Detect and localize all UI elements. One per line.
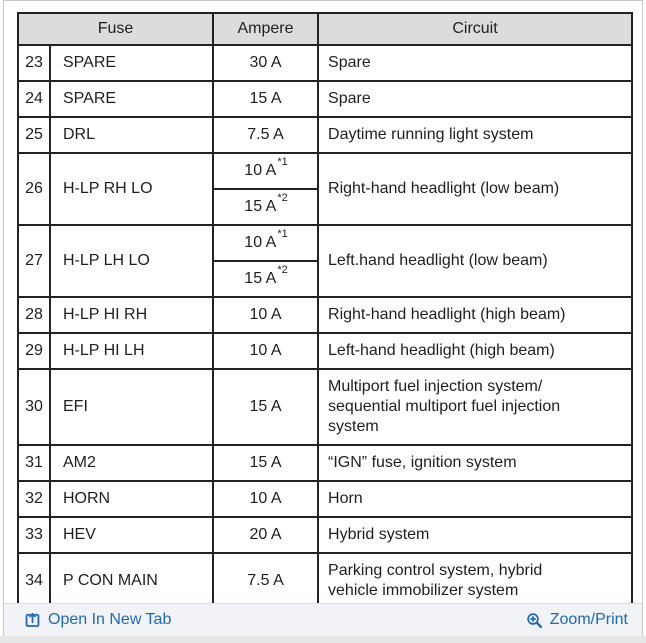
ampere-cell: 15 A: [212, 368, 320, 446]
fuse-number-cell: 30: [17, 368, 51, 446]
fuse-name-cell: SPARE: [48, 44, 215, 82]
table-subrow: 15 A*2: [18, 260, 632, 298]
fuse-number-cell: 28: [17, 296, 51, 334]
footer-bar: Open In New Tab Zoom/Print: [4, 603, 642, 636]
open-in-new-tab-icon: [24, 612, 41, 629]
table-content-area: Fuse Ampere Circuit 23 SPARE 30 A Spare 24 SP…: [4, 1, 642, 603]
table-row: 32 HORN 10 A Horn: [17, 480, 634, 518]
ampere-note: *2: [277, 191, 288, 204]
fuse-name-cell: H-LP LH LO: [48, 224, 215, 298]
fuse-number-cell: 25: [17, 116, 51, 154]
ampere-cell: 10 A: [212, 296, 320, 334]
fuse-name-cell: H-LP HI RH: [48, 296, 215, 334]
column-header-circuit: Circuit: [317, 12, 634, 46]
table-row: 33 HEV 20 A Hybrid system: [17, 516, 634, 554]
fuse-name-cell: H-LP HI LH: [48, 332, 215, 370]
ampere-note: *2: [277, 263, 288, 276]
fuse-number-cell: 32: [17, 480, 51, 518]
circuit-cell: Spare: [317, 44, 634, 82]
circuit-cell: Left.hand headlight (low beam): [317, 224, 634, 298]
ampere-cell: 10 A: [212, 332, 320, 370]
open-in-new-tab-link[interactable]: Open In New Tab: [24, 611, 171, 629]
ampere-cell: 15 A*2: [212, 260, 320, 298]
ampere-cell: 10 A: [212, 480, 320, 518]
table-row: 24 SPARE 15 A Spare: [17, 80, 634, 118]
table-row: 30 EFI 15 A Multiport fuel injection system…: [17, 368, 634, 446]
fuse-name-cell: H-LP RH LO: [48, 152, 215, 226]
ampere-cell: 7.5 A: [212, 552, 320, 603]
table-row: 26 H-LP RH LO 10 A*1 Right-hand headlight (…: [17, 152, 634, 226]
circuit-cell: Horn: [317, 480, 634, 518]
zoom-print-label: Zoom/Print: [549, 611, 628, 628]
fuse-table: Fuse Ampere Circuit 23 SPARE 30 A Spare 24 SP…: [16, 12, 634, 603]
table-row: 31 AM2 15 A “IGN” fuse, ignition system: [17, 444, 634, 482]
circuit-cell: “IGN” fuse, ignition system: [317, 444, 634, 482]
fuse-number-cell: 24: [17, 80, 51, 118]
ampere-cell: 15 A: [212, 80, 320, 118]
fuse-number-cell: 27: [17, 224, 51, 298]
column-header-ampere: Ampere: [212, 12, 320, 46]
circuit-cell: Multiport fuel injection system/ sequent…: [317, 368, 634, 446]
fuse-number-cell: 26: [17, 152, 51, 226]
ampere-cell: 20 A: [212, 516, 320, 554]
table-row: 34 P CON MAIN 7.5 A Parking control system,…: [17, 552, 634, 603]
fuse-name-cell: EFI: [48, 368, 215, 446]
ampere-cell: 15 A: [212, 444, 320, 482]
circuit-cell: Spare: [317, 80, 634, 118]
circuit-cell: Hybrid system: [317, 516, 634, 554]
table-row: 28 H-LP HI RH 10 A Right-hand headlight (hi…: [17, 296, 634, 334]
viewer-frame: Fuse Ampere Circuit 23 SPARE 30 A Spare 24 SP…: [3, 0, 643, 637]
circuit-cell: Right-hand headlight (high beam): [317, 296, 634, 334]
fuse-name-cell: P CON MAIN: [48, 552, 215, 603]
ampere-note: *1: [277, 227, 288, 240]
table-header-row: Fuse Ampere Circuit: [16, 12, 634, 46]
fuse-number-cell: 29: [17, 332, 51, 370]
circuit-cell: Right-hand headlight (low beam): [317, 152, 634, 226]
fuse-number-cell: 31: [17, 444, 51, 482]
open-in-new-tab-label: Open In New Tab: [48, 611, 172, 628]
table-row: 27 H-LP LH LO 10 A*1 Left.hand headlight (l…: [17, 224, 634, 298]
table-row: 29 H-LP HI LH 10 A Left-hand headlight (hig…: [17, 332, 634, 370]
fuse-number-cell: 34: [17, 552, 51, 603]
fuse-name-cell: AM2: [48, 444, 215, 482]
zoom-print-link[interactable]: Zoom/Print: [526, 611, 628, 629]
fuse-name-cell: DRL: [48, 116, 215, 154]
fuse-name-cell: HEV: [48, 516, 215, 554]
column-header-fuse: Fuse: [16, 12, 215, 46]
ampere-cell: 15 A*2: [212, 188, 320, 226]
fuse-number-cell: 23: [17, 44, 51, 82]
ampere-cell: 30 A: [212, 44, 320, 82]
table-row: 23 SPARE 30 A Spare: [17, 44, 634, 82]
ampere-cell: 7.5 A: [212, 116, 320, 154]
circuit-cell: Left-hand headlight (high beam): [317, 332, 634, 370]
ampere-note: *1: [277, 155, 288, 168]
ampere-cell: 10 A*1: [212, 224, 320, 262]
table-subrow: 15 A*2: [18, 188, 632, 226]
ampere-cell: 10 A*1: [212, 152, 320, 190]
circuit-cell: Parking control system, hybrid vehicle i…: [317, 552, 634, 603]
fuse-name-cell: HORN: [48, 480, 215, 518]
fuse-number-cell: 33: [17, 516, 51, 554]
magnifier-plus-icon: [526, 612, 543, 629]
fuse-name-cell: SPARE: [48, 80, 215, 118]
circuit-cell: Daytime running light system: [317, 116, 634, 154]
page-bottom-strip: [0, 636, 646, 643]
table-row: 25 DRL 7.5 A Daytime running light system: [17, 116, 634, 154]
